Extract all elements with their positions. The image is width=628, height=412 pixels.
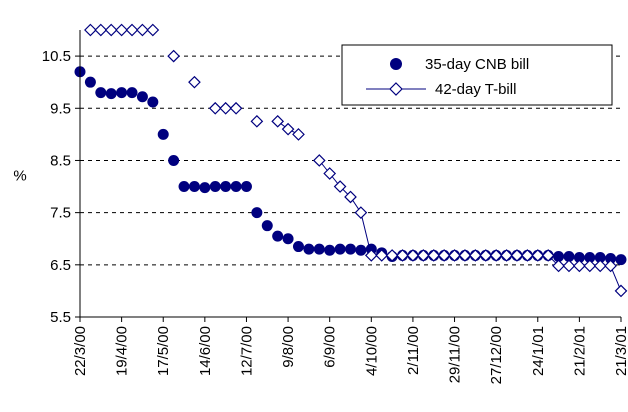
data-point bbox=[147, 97, 158, 108]
data-point bbox=[231, 103, 242, 114]
data-point bbox=[189, 181, 200, 192]
data-point bbox=[293, 129, 304, 140]
data-point bbox=[137, 25, 148, 36]
x-tick-label: 6/9/00 bbox=[322, 326, 339, 368]
data-point bbox=[283, 124, 294, 135]
x-tick-label: 14/6/00 bbox=[197, 326, 214, 376]
data-point bbox=[303, 244, 314, 255]
x-tick-label: 24/1/01 bbox=[530, 326, 547, 376]
y-tick-label: 9.5 bbox=[50, 100, 71, 117]
data-point bbox=[595, 260, 606, 271]
x-tick-label: 4/10/00 bbox=[363, 326, 380, 376]
data-point bbox=[220, 181, 231, 192]
y-axis-title: % bbox=[13, 168, 26, 185]
data-point bbox=[137, 91, 148, 102]
data-point bbox=[355, 207, 366, 218]
data-point bbox=[616, 254, 627, 265]
legend-label-tbill: 42-day T-bill bbox=[435, 81, 516, 98]
x-tick-label: 2/11/00 bbox=[405, 326, 422, 375]
data-point bbox=[616, 285, 627, 296]
x-tick-label: 9/8/00 bbox=[280, 326, 297, 368]
legend-marker-cnb bbox=[390, 58, 402, 70]
data-point bbox=[220, 103, 231, 114]
data-point bbox=[106, 88, 117, 99]
data-point bbox=[574, 260, 585, 271]
y-axis-ticks: 5.5 6.5 7.5 8.5 9.5 10.5 bbox=[42, 48, 80, 326]
data-point bbox=[106, 25, 117, 36]
y-tick-label: 8.5 bbox=[50, 152, 71, 169]
legend-label-cnb: 35-day CNB bill bbox=[425, 56, 529, 73]
data-point bbox=[314, 244, 325, 255]
x-tick-label: 27/12/00 bbox=[488, 326, 505, 384]
data-point bbox=[272, 231, 283, 242]
data-point bbox=[251, 207, 262, 218]
data-point bbox=[168, 51, 179, 62]
x-tick-label: 21/3/01 bbox=[613, 326, 628, 376]
data-point bbox=[335, 244, 346, 255]
data-point bbox=[324, 245, 335, 256]
data-point bbox=[355, 245, 366, 256]
data-point bbox=[231, 181, 242, 192]
data-point bbox=[95, 87, 106, 98]
y-tick-label: 6.5 bbox=[50, 257, 71, 274]
data-point bbox=[324, 168, 335, 179]
legend: 35-day CNB bill 42-day T-bill bbox=[342, 45, 612, 105]
data-point bbox=[283, 233, 294, 244]
data-point bbox=[116, 25, 127, 36]
data-point bbox=[210, 103, 221, 114]
data-point bbox=[147, 25, 158, 36]
data-point bbox=[251, 116, 262, 127]
x-tick-label: 19/4/00 bbox=[114, 326, 131, 376]
data-point bbox=[272, 116, 283, 127]
y-tick-label: 7.5 bbox=[50, 205, 71, 222]
y-tick-label: 10.5 bbox=[42, 48, 71, 65]
data-point bbox=[293, 241, 304, 252]
data-point bbox=[95, 25, 106, 36]
data-point bbox=[85, 25, 96, 36]
data-point bbox=[116, 87, 127, 98]
data-point bbox=[158, 129, 169, 140]
x-tick-label: 17/5/00 bbox=[155, 326, 172, 376]
data-point bbox=[85, 77, 96, 88]
data-point bbox=[345, 244, 356, 255]
x-tick-label: 29/11/00 bbox=[447, 326, 464, 383]
x-tick-label: 12/7/00 bbox=[238, 326, 255, 376]
data-point bbox=[241, 181, 252, 192]
data-point bbox=[199, 182, 210, 193]
y-tick-label: 5.5 bbox=[50, 309, 71, 326]
x-axis-ticks: 22/3/00 19/4/00 17/5/00 14/6/00 12/7/00 9/8/0… bbox=[72, 317, 628, 384]
data-point bbox=[262, 220, 273, 231]
data-point bbox=[314, 155, 325, 166]
data-point bbox=[168, 155, 179, 166]
data-point bbox=[127, 87, 138, 98]
x-tick-label: 21/2/01 bbox=[571, 326, 588, 376]
data-point bbox=[584, 260, 595, 271]
data-point bbox=[563, 260, 574, 271]
data-point bbox=[127, 25, 138, 36]
data-point bbox=[210, 181, 221, 192]
data-point bbox=[189, 77, 200, 88]
data-point bbox=[179, 181, 190, 192]
x-tick-label: 22/3/00 bbox=[72, 326, 89, 376]
